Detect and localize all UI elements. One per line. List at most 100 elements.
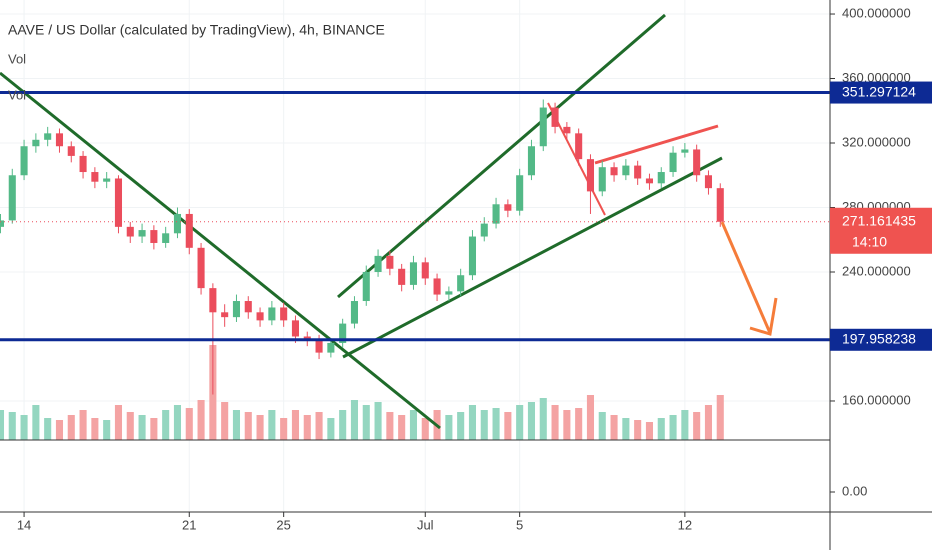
volume-bar <box>586 395 595 440</box>
x-tick-label: 14 <box>17 517 31 532</box>
volume-bar <box>457 412 465 440</box>
level-label: 351.297124 <box>842 83 916 99</box>
candle-body <box>103 178 111 182</box>
trend-line <box>337 13 666 299</box>
volume-bar <box>91 418 99 440</box>
volume-bar <box>527 402 536 440</box>
candle-body <box>350 301 359 324</box>
volume-bar <box>303 415 311 440</box>
candle-body <box>563 126 571 134</box>
x-tick-label: Jul <box>417 517 434 532</box>
volume-bar <box>256 415 264 440</box>
candle-body <box>268 307 276 321</box>
volume-bar <box>634 420 642 440</box>
candle-body <box>185 213 193 248</box>
volume-bar <box>409 410 418 440</box>
volume-bar <box>551 405 559 440</box>
candle-body <box>244 301 252 313</box>
volume-bar <box>44 418 52 440</box>
candle-body <box>421 262 429 279</box>
trend-line <box>594 124 719 165</box>
candle-body <box>539 107 547 147</box>
volume-bar <box>327 418 335 440</box>
volume-bar <box>103 420 111 440</box>
candle-body <box>173 213 182 234</box>
candle-body <box>622 165 630 176</box>
candle-body <box>386 255 394 269</box>
candle-body <box>527 146 536 176</box>
candle-body <box>32 139 40 147</box>
candle-body <box>480 223 488 237</box>
volume-bar <box>421 418 429 440</box>
candle-body <box>91 172 99 182</box>
candle-body <box>704 175 713 189</box>
volume-bar <box>350 400 359 440</box>
candle-body <box>575 133 583 160</box>
y-tick-label: 360.000000 <box>842 70 911 85</box>
volume-bar <box>468 405 477 440</box>
volume-bar <box>539 398 547 440</box>
candle-body <box>303 336 311 340</box>
level-tag <box>830 81 932 104</box>
candle-body <box>693 149 701 176</box>
candle-body <box>657 172 665 184</box>
trend-line <box>0 71 441 430</box>
volume-bar <box>386 412 394 440</box>
candle-body <box>610 167 618 176</box>
x-tick-label: 12 <box>678 517 692 532</box>
x-tick-label: 5 <box>516 517 523 532</box>
candle-body <box>598 167 606 192</box>
candle-body <box>468 236 477 276</box>
volume-bar <box>622 418 630 440</box>
candle-body <box>445 291 453 295</box>
candle-body <box>362 271 370 302</box>
candle-body <box>551 107 559 127</box>
candle-body <box>681 149 689 153</box>
volume-bar <box>8 412 16 440</box>
candle-body <box>126 226 134 237</box>
arrow <box>720 221 772 334</box>
x-tick-label: 25 <box>276 517 290 532</box>
y-tick-label: 0.00 <box>842 483 867 498</box>
volume-bar <box>575 408 583 440</box>
candle-body <box>67 146 75 156</box>
volume-bar <box>126 412 134 440</box>
candle-body <box>645 178 654 184</box>
volume-bar <box>291 410 300 440</box>
volume-bar <box>315 412 323 440</box>
level-tag <box>830 328 932 351</box>
last-price-tag <box>830 207 932 254</box>
volume-bar <box>114 405 123 440</box>
chart-title: AAVE / US Dollar (calculated by TradingV… <box>8 22 385 38</box>
indicator-label: Vol <box>8 51 26 66</box>
volume-bar <box>445 415 453 440</box>
volume-bar <box>704 405 713 440</box>
candle-body <box>138 230 146 237</box>
candle-body <box>44 133 52 140</box>
x-tick-label: 21 <box>182 517 196 532</box>
candle-body <box>716 188 724 222</box>
volume-bar <box>657 418 665 440</box>
volume-bar <box>339 410 347 440</box>
volume-bar <box>173 405 182 440</box>
volume-bar <box>185 408 193 440</box>
volume-bar <box>563 410 571 440</box>
volume-bar <box>374 402 382 440</box>
volume-bar <box>598 412 606 440</box>
candle-body <box>256 312 264 321</box>
candle-body <box>398 268 406 285</box>
candle-body <box>20 146 28 176</box>
candle-body <box>8 175 16 221</box>
candle-body <box>492 204 500 224</box>
axis-layer: 400.000000360.000000320.000000280.000000… <box>17 5 932 532</box>
candle-body <box>339 323 347 343</box>
drawings <box>0 13 778 430</box>
volume-bar <box>197 400 205 440</box>
candle-body <box>79 155 87 173</box>
candle-body <box>197 247 205 289</box>
countdown: 14:10 <box>852 233 887 249</box>
volume-bar <box>398 415 406 440</box>
volume-bar <box>67 415 75 440</box>
